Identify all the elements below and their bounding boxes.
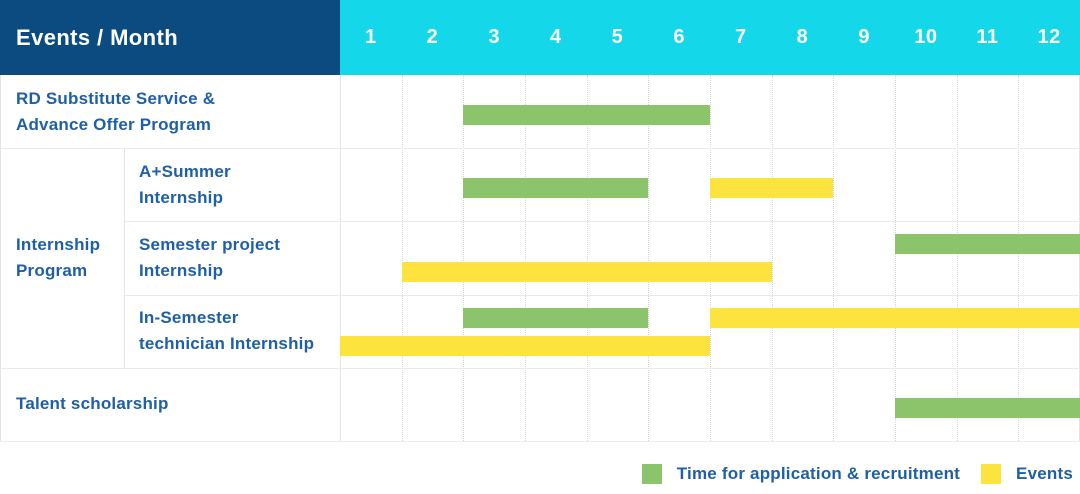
row-gridline xyxy=(124,294,1080,296)
month-label-1: 1 xyxy=(365,26,377,48)
month-label-12: 12 xyxy=(1037,26,1061,48)
row-label-line: technician Internship xyxy=(139,334,315,354)
row-label-line: A+Summer xyxy=(139,161,231,181)
legend-item-recruitment: Time for application & recruitment xyxy=(641,464,961,484)
month-gridline xyxy=(648,75,650,441)
month-label-8: 8 xyxy=(796,26,809,48)
gantt-bar-recruitment xyxy=(895,397,1080,418)
row-label-cell: RD Substitute Service & Advance Offer Pro… xyxy=(0,75,340,148)
legend-label-events: Events xyxy=(1016,464,1073,483)
gantt-bar-events xyxy=(710,178,834,199)
group-label-line: Program xyxy=(16,260,88,280)
month-gridline xyxy=(463,75,465,441)
month-label-4: 4 xyxy=(550,26,562,48)
legend-item-events: Events xyxy=(981,464,1073,484)
month-gridline xyxy=(586,75,588,441)
month-header-row: 1 2 3 4 5 6 7 8 9 10 11 12 xyxy=(340,0,1080,75)
month-label-7: 7 xyxy=(735,26,747,48)
group-label-line: Internship xyxy=(16,234,101,254)
month-gridline xyxy=(1018,75,1020,441)
events-swatch-icon xyxy=(981,464,1002,484)
row-label-cell: Talent scholarship xyxy=(0,368,340,441)
row-label-line: Talent scholarship xyxy=(16,394,169,414)
row-label-line: Advance Offer Program xyxy=(16,114,212,134)
row-label-line: Internship xyxy=(139,260,224,280)
month-gridline xyxy=(895,75,896,441)
row-gridline xyxy=(0,148,1080,150)
month-label-5: 5 xyxy=(611,26,624,48)
month-label-2: 2 xyxy=(426,26,439,48)
row-label-line: Semester project xyxy=(139,234,281,254)
legend: Time for application & recruitment Event… xyxy=(641,458,1073,490)
events-month-title: Events / Month xyxy=(16,24,179,50)
row-label-cell: In-Semester technician Internship xyxy=(124,295,340,368)
row-gridline xyxy=(124,221,1080,223)
table-left-border xyxy=(0,75,1,441)
month-label-9: 9 xyxy=(858,26,870,48)
labels-chart-divider xyxy=(340,75,341,441)
row-gridline xyxy=(0,441,1080,442)
row-label-line: In-Semester xyxy=(139,308,239,328)
group-divider-line xyxy=(124,148,125,368)
month-label-3: 3 xyxy=(488,26,500,48)
gantt-bar-recruitment xyxy=(463,307,649,328)
month-label-6: 6 xyxy=(673,26,685,48)
month-gridline xyxy=(710,75,711,441)
gantt-bar-recruitment xyxy=(895,234,1080,255)
month-label-11: 11 xyxy=(976,26,999,48)
row-label-cell: A+Summer Internship xyxy=(124,148,340,221)
group-label-cell: Internship Program xyxy=(0,148,124,368)
gantt-bar-recruitment xyxy=(463,178,649,199)
gantt-bar-recruitment xyxy=(463,105,710,125)
recruitment-swatch-icon xyxy=(641,464,662,484)
month-gridline xyxy=(525,75,526,441)
legend-label-recruitment: Time for application & recruitment xyxy=(676,464,961,483)
month-gridline xyxy=(771,75,773,441)
month-gridline xyxy=(956,75,958,441)
month-label-10: 10 xyxy=(914,26,938,48)
month-gridline xyxy=(401,75,403,441)
row-label-cell: Semester project Internship xyxy=(124,221,340,294)
month-gridline xyxy=(833,75,835,441)
gantt-bar-events xyxy=(710,307,1080,328)
row-label-line: RD Substitute Service & xyxy=(16,88,216,108)
row-gridline xyxy=(0,367,1080,369)
table-corner-header: Events / Month xyxy=(0,0,340,75)
gantt-bar-events xyxy=(340,335,710,356)
gantt-bar-events xyxy=(401,262,772,283)
row-label-line: Internship xyxy=(139,187,224,207)
